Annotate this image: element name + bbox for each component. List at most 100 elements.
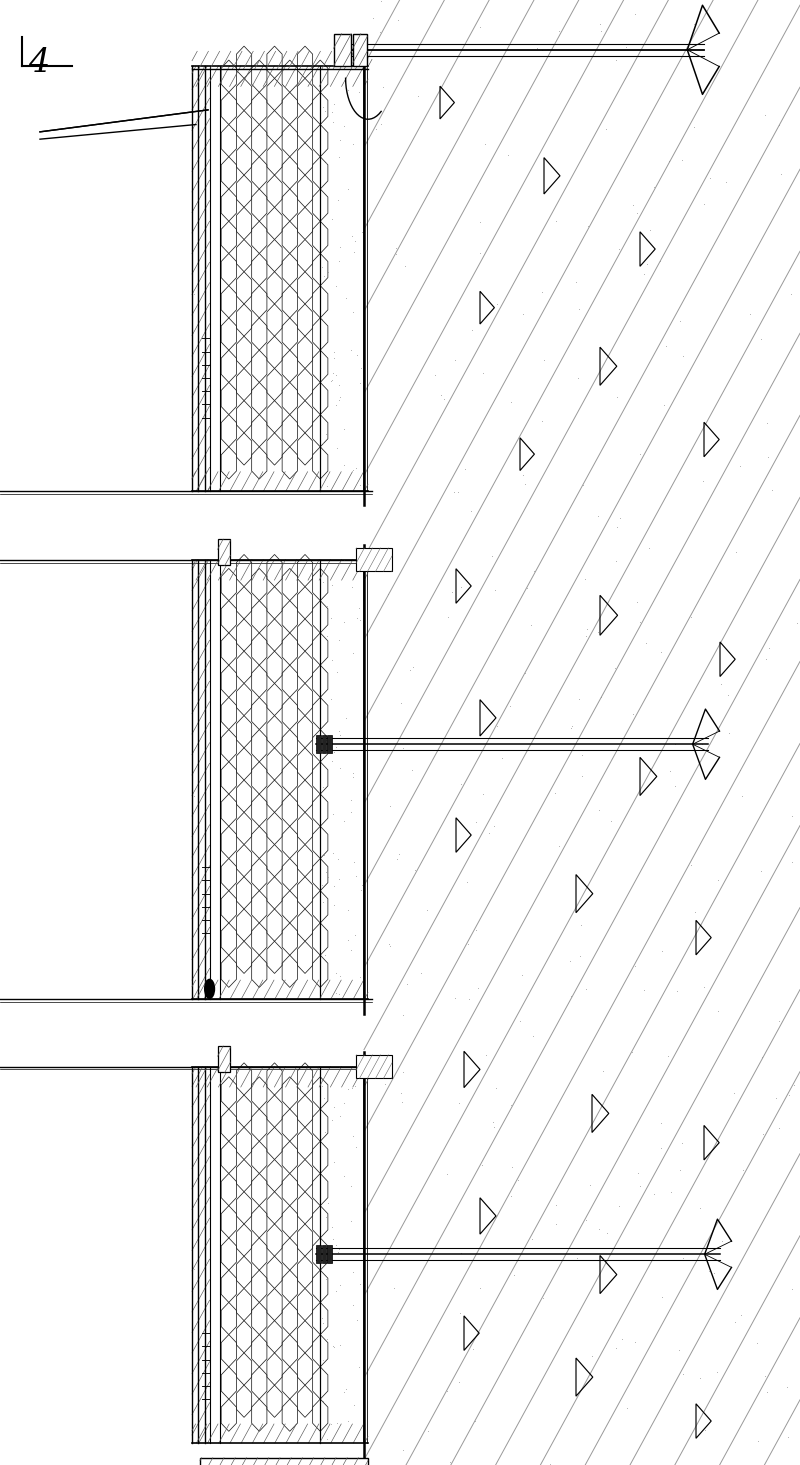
Point [687,116,700,139]
Point [638,979,650,1002]
Point [319,151,332,174]
Point [317,95,330,119]
Point [339,706,352,730]
Point [333,129,346,152]
Point [599,117,612,141]
Point [332,867,345,891]
Point [605,809,618,832]
Point [406,759,418,782]
Point [346,765,359,788]
Point [326,1335,339,1358]
Bar [316,1245,321,1263]
Point [346,224,358,248]
Point [698,976,711,999]
Point [327,92,340,116]
Point [644,218,657,242]
Point [316,255,329,278]
Point [580,977,593,1001]
Point [345,1173,358,1197]
Point [332,628,345,652]
Point [187,784,200,807]
Point [334,1333,346,1357]
Point [535,280,548,303]
Point [594,13,607,37]
Point [579,1209,592,1232]
Point [629,954,642,977]
Point [722,684,734,708]
Point [628,3,641,26]
Point [317,776,330,800]
Point [466,318,478,341]
Point [353,596,366,620]
Point [346,300,359,324]
Point [641,252,654,275]
Point [316,1307,329,1330]
Point [762,636,775,659]
Point [396,735,409,759]
Point [504,1093,517,1116]
Point [332,388,345,412]
Point [734,454,746,478]
Point [594,19,607,42]
Point [615,1327,628,1351]
Point [549,209,562,233]
Point [668,774,681,797]
Point [698,192,710,215]
Point [699,1418,712,1442]
Point [326,803,339,826]
Point [315,873,328,897]
Point [570,271,583,294]
Point [446,580,459,604]
Point [477,360,490,384]
Point [550,1193,562,1216]
Point [750,1332,763,1355]
Point [316,590,329,614]
Point [330,1411,343,1434]
Point [332,1055,345,1078]
Point [327,1094,340,1118]
Point [345,1210,358,1234]
Point [630,590,643,614]
Point [670,979,683,1002]
Point [504,1184,517,1207]
Point [634,609,646,633]
Point [489,579,502,602]
Point [527,560,540,583]
Bar [327,1245,332,1263]
Point [333,1273,346,1297]
Point [330,363,342,387]
Point [326,110,339,133]
Point [520,576,533,599]
Point [339,1377,352,1401]
Point [330,961,342,984]
Point [470,810,482,834]
Point [348,229,361,252]
Point [786,851,798,875]
Point [355,878,368,901]
Bar [218,539,230,565]
Point [339,287,352,311]
Point [317,76,330,100]
Point [353,81,366,104]
Point [610,1336,622,1360]
Point [316,891,329,914]
Point [345,800,358,823]
Point [654,640,667,664]
Point [332,249,345,272]
Point [397,1439,410,1462]
Point [703,167,716,190]
Point [328,875,341,898]
Point [565,716,578,740]
Point [348,850,361,873]
Point [326,208,338,231]
Point [346,132,359,155]
Bar [334,34,351,66]
Point [330,274,342,297]
Point [187,1257,200,1280]
Point [508,1264,521,1288]
Point [338,611,350,634]
Point [674,309,686,333]
Bar [322,1245,326,1263]
Point [350,607,363,630]
Point [324,687,337,711]
